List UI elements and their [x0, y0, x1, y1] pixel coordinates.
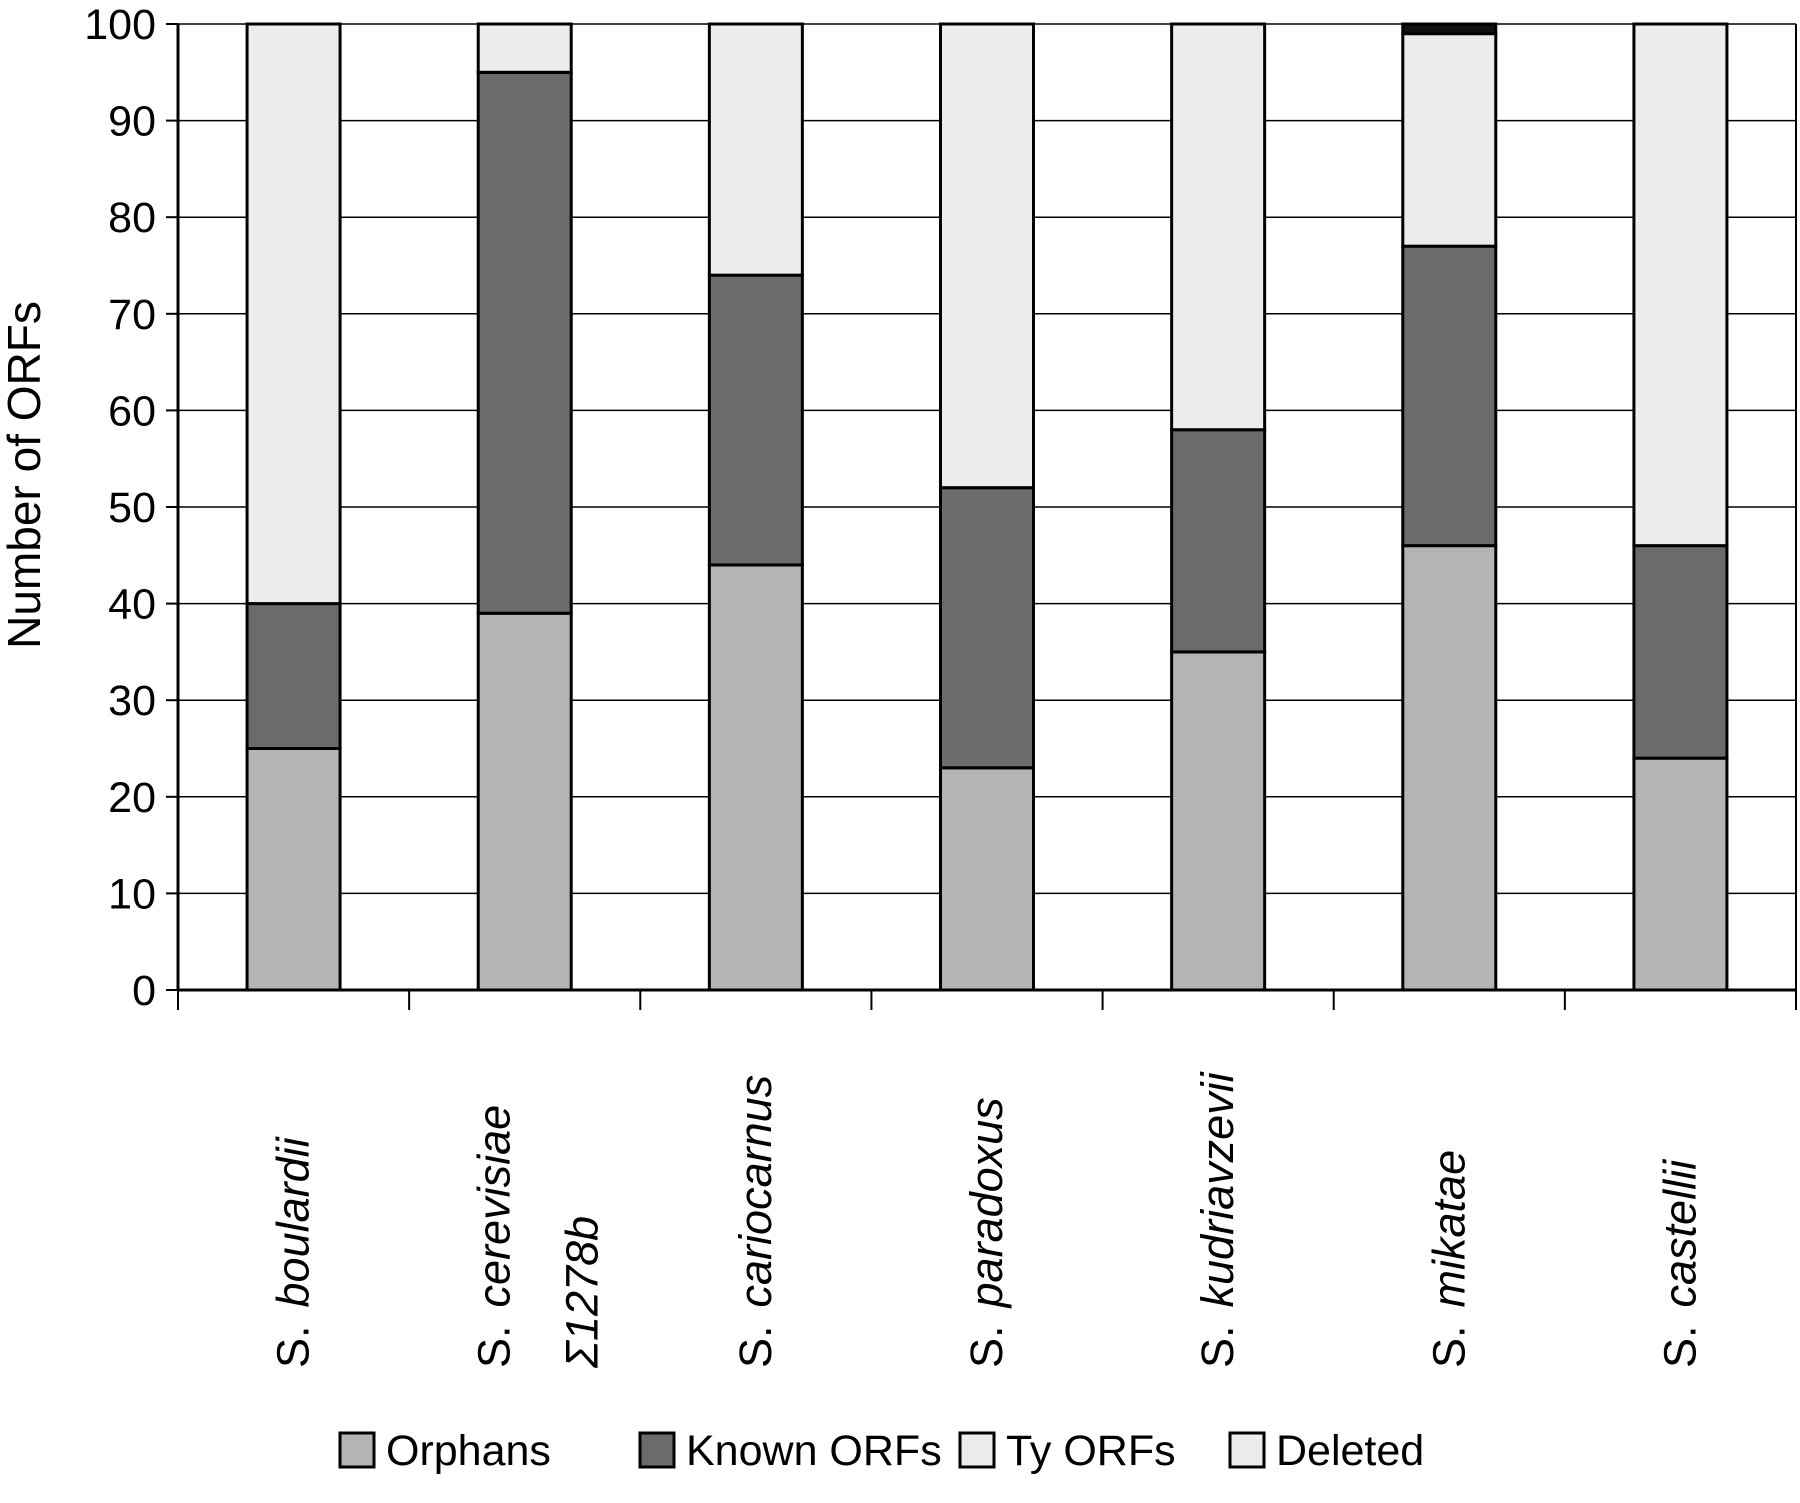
category-genus: S. [961, 1325, 1012, 1368]
y-tick-label: 30 [108, 677, 156, 725]
legend-label: Ty ORFs [1006, 1427, 1176, 1475]
y-axis-title: Number of ORFs [0, 301, 50, 649]
category-species: kudriavzevii [1192, 1070, 1243, 1307]
bar-segment-ty-orfs [1170, 22, 1267, 432]
bar-segment-ty-orfs [245, 22, 342, 606]
bar-segment-known-orfs [1401, 244, 1498, 548]
category-species: mikatae [1423, 1150, 1474, 1308]
x-category-strain-label: Σ1278b [557, 1216, 608, 1369]
bar-segment-known-orfs [1632, 544, 1729, 760]
legend-swatch [638, 1431, 676, 1469]
y-tick-labels: 0 10 20 30 40 50 60 70 80 90 100 [84, 1, 156, 1015]
legend-swatch [1228, 1431, 1266, 1469]
bar-segment-orphans [1170, 650, 1267, 992]
y-tick-label: 80 [108, 194, 156, 242]
category-labels: S. boulardii S. cerevisiae Σ1278b S. cariocarn… [268, 1070, 1706, 1369]
category-species: boulardii [268, 1135, 319, 1307]
legend-label: Deleted [1276, 1427, 1424, 1475]
y-tick-label: 70 [108, 291, 156, 339]
y-tick-label: 50 [108, 484, 156, 532]
category-genus: S. [268, 1325, 319, 1368]
x-category-label: S. cerevisiae [469, 1105, 520, 1368]
y-tick-label: 10 [108, 870, 156, 918]
y-tick-label: 0 [132, 967, 156, 1015]
category-species: cerevisiae [469, 1105, 520, 1308]
y-tick-label: 40 [108, 581, 156, 629]
legend-label: Known ORFs [686, 1427, 942, 1475]
bars [245, 22, 1729, 992]
x-category-label: S. cariocarnus [730, 1075, 781, 1368]
legend: Orphans Known ORFs Ty ORFs Deleted [338, 1427, 1424, 1475]
bar-segment-deleted [1401, 22, 1498, 36]
bar-segment-orphans [476, 611, 573, 992]
x-category-label: S. boulardii [268, 1135, 319, 1368]
bar-segment-known-orfs [245, 602, 342, 750]
bar-segment-orphans [707, 563, 804, 992]
bar-segment-orphans [245, 747, 342, 992]
category-genus: S. [1192, 1325, 1243, 1368]
legend-swatch [338, 1431, 376, 1469]
category-genus: S. [730, 1325, 781, 1368]
bar-segment-ty-orfs [707, 22, 804, 277]
x-category-label: S. kudriavzevii [1192, 1070, 1243, 1368]
category-strain: Σ1278b [557, 1216, 608, 1369]
category-genus: S. [1423, 1325, 1474, 1368]
category-species: castellii [1654, 1158, 1705, 1308]
axes [166, 23, 1797, 1010]
bar-segment-ty-orfs [1401, 32, 1498, 248]
category-species: paradoxus [961, 1097, 1012, 1309]
x-category-label: S. mikatae [1423, 1150, 1474, 1368]
y-tick-label: 100 [84, 1, 156, 49]
category-genus: S. [469, 1325, 520, 1368]
bar-segment-known-orfs [476, 70, 573, 615]
bar-segment-ty-orfs [1632, 22, 1729, 548]
y-tick-label: 60 [108, 387, 156, 435]
category-species: cariocarnus [730, 1075, 781, 1308]
bar-segment-ty-orfs [476, 22, 573, 74]
x-category-label: S. paradoxus [961, 1097, 1012, 1368]
legend-label: Orphans [386, 1427, 551, 1475]
bar-segment-known-orfs [707, 273, 804, 567]
bar-segment-orphans [1632, 756, 1729, 992]
bar-segment-ty-orfs [939, 22, 1035, 490]
bar-segment-orphans [1401, 544, 1498, 992]
bar-segment-known-orfs [1170, 428, 1267, 654]
y-tick-label: 90 [108, 98, 156, 146]
x-category-label: S. castellii [1654, 1158, 1705, 1368]
bar-segment-known-orfs [939, 486, 1035, 770]
bar-segment-orphans [939, 766, 1035, 992]
category-genus: S. [1654, 1325, 1705, 1368]
y-tick-label: 20 [108, 774, 156, 822]
legend-swatch [958, 1431, 996, 1469]
